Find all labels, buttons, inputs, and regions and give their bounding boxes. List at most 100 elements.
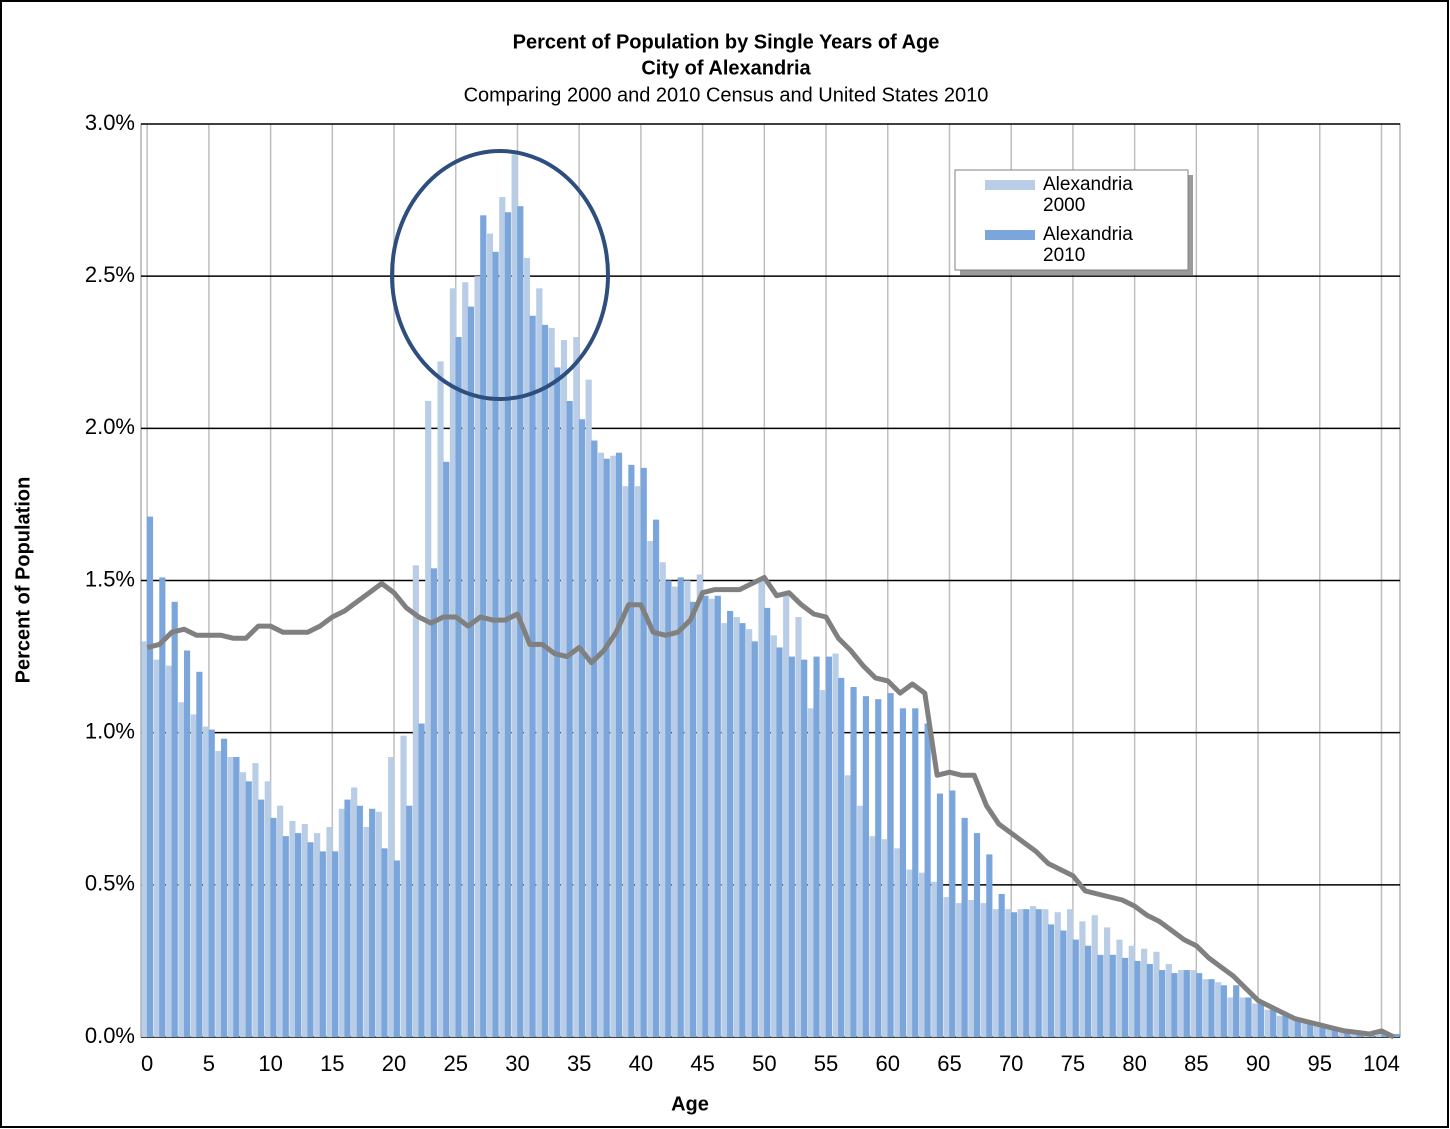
grid xyxy=(140,123,1401,1038)
bar xyxy=(536,288,543,1038)
bar xyxy=(949,790,956,1037)
bar xyxy=(511,154,518,1037)
bar xyxy=(1023,909,1030,1037)
bar xyxy=(961,817,968,1037)
bar xyxy=(560,340,568,1037)
bar xyxy=(801,659,808,1037)
bar xyxy=(1060,930,1067,1037)
bar xyxy=(696,574,703,1037)
bar xyxy=(480,215,487,1038)
bar xyxy=(931,881,938,1037)
bar xyxy=(1104,927,1111,1037)
bar xyxy=(838,677,845,1037)
bar xyxy=(277,805,284,1037)
x-tick-label: 90 xyxy=(1246,1051,1270,1076)
bar xyxy=(968,900,975,1037)
bar xyxy=(924,723,931,1037)
bar xyxy=(912,708,919,1037)
bar xyxy=(1202,979,1209,1037)
bar xyxy=(936,793,944,1037)
bar xyxy=(1153,951,1160,1037)
bars xyxy=(141,154,1400,1038)
bar xyxy=(344,799,351,1037)
bar xyxy=(301,823,308,1037)
bar xyxy=(486,233,494,1037)
bar xyxy=(523,257,531,1037)
bar xyxy=(1183,970,1190,1037)
bar xyxy=(159,577,166,1037)
bar xyxy=(998,893,1005,1037)
bar xyxy=(597,452,605,1037)
bar xyxy=(813,656,820,1037)
bar xyxy=(1233,985,1240,1037)
bar xyxy=(239,772,247,1037)
bar xyxy=(1313,1024,1321,1037)
bar xyxy=(788,656,795,1037)
bar xyxy=(252,763,259,1037)
bar xyxy=(647,540,654,1037)
bar xyxy=(319,851,326,1037)
bar xyxy=(672,586,679,1037)
chart-subtitle: Comparing 2000 and 2010 Census and Unite… xyxy=(464,84,989,106)
x-tick-label: 75 xyxy=(1061,1051,1085,1076)
bar xyxy=(628,464,635,1037)
bar xyxy=(400,735,407,1037)
bar xyxy=(220,738,228,1037)
bar xyxy=(1017,909,1024,1037)
bar xyxy=(437,361,444,1037)
bar xyxy=(894,848,901,1037)
bar xyxy=(326,827,333,1037)
bar xyxy=(190,714,197,1037)
bar xyxy=(1141,948,1148,1037)
x-tick-label: 95 xyxy=(1308,1051,1332,1076)
bar xyxy=(1035,909,1042,1037)
bar xyxy=(171,601,178,1037)
bar xyxy=(1072,939,1079,1037)
bar xyxy=(665,580,672,1037)
bar xyxy=(578,419,586,1037)
bar xyxy=(332,851,339,1037)
bar xyxy=(690,601,697,1037)
y-tick-label: 1.0% xyxy=(85,718,135,743)
bar xyxy=(208,729,215,1037)
bar xyxy=(196,671,203,1037)
bar xyxy=(918,872,926,1037)
bar xyxy=(857,805,864,1037)
bar xyxy=(178,702,185,1037)
bar xyxy=(615,452,623,1037)
bar xyxy=(202,726,210,1037)
bar xyxy=(709,598,716,1037)
bar xyxy=(714,595,721,1037)
bar xyxy=(504,212,512,1038)
bar xyxy=(1091,915,1098,1037)
bar xyxy=(388,757,395,1037)
bar xyxy=(776,647,783,1037)
bar xyxy=(1122,957,1129,1037)
bar xyxy=(492,251,499,1037)
bar xyxy=(183,650,191,1037)
bar xyxy=(1257,1003,1264,1037)
x-tick-label: 10 xyxy=(258,1051,282,1076)
bar xyxy=(258,799,265,1037)
highlight-circle xyxy=(390,149,610,401)
x-tick-label: 15 xyxy=(320,1051,344,1076)
bar xyxy=(610,455,617,1037)
bar xyxy=(146,516,154,1037)
bar xyxy=(746,629,753,1037)
bar xyxy=(764,607,771,1037)
y-tick-label: 2.5% xyxy=(85,262,135,287)
bar xyxy=(992,909,1000,1037)
bar xyxy=(862,696,869,1037)
bar xyxy=(875,699,882,1037)
x-tick-label: 50 xyxy=(752,1051,776,1076)
y-tick-label: 1.5% xyxy=(85,566,135,591)
x-tick-label: 65 xyxy=(937,1051,961,1076)
y-tick-label: 3.0% xyxy=(85,110,135,135)
overlay: 0 5 10 15 20 25 30 35 40 45 50 55 60 65 70 75 80 85 90 95 10… xyxy=(85,110,1400,1076)
bar xyxy=(541,324,549,1037)
y-tick-label: 0.0% xyxy=(85,1023,135,1048)
bar xyxy=(1326,1027,1333,1037)
bar xyxy=(652,519,660,1037)
bar xyxy=(1331,1027,1339,1037)
legend-swatch xyxy=(985,180,1035,190)
